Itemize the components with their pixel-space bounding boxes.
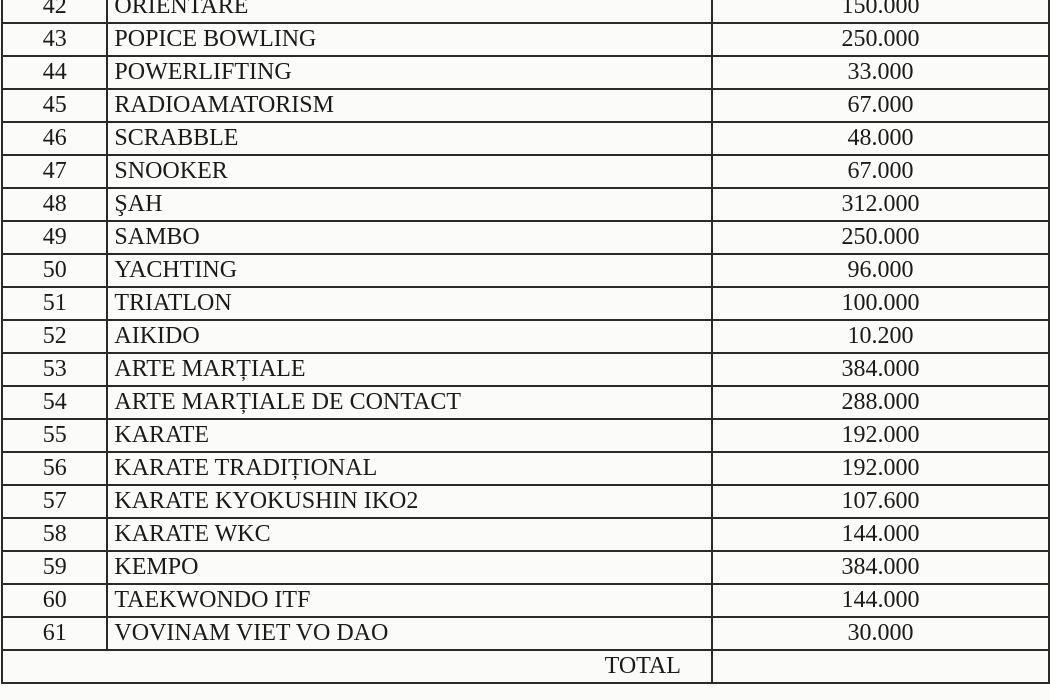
amount: 10.200 <box>710 319 1050 354</box>
row-number: 43 <box>0 22 109 57</box>
row-number: 47 <box>0 154 109 189</box>
total-blank <box>0 649 108 684</box>
amount: 30.000 <box>710 616 1050 651</box>
total-label: TOTAL <box>107 649 713 684</box>
row-number: 52 <box>0 319 109 354</box>
table-row: 47 SNOOKER 67.000 <box>0 154 1050 189</box>
amount: 144.000 <box>710 583 1050 618</box>
sport-name: TAEKWONDO ITF <box>106 583 713 618</box>
total-amount <box>710 649 1050 684</box>
sport-name: POWERLIFTING <box>106 55 713 90</box>
amount: 384.000 <box>710 550 1050 585</box>
sport-name: SAMBO <box>106 220 713 255</box>
sport-name: KARATE TRADIȚIONAL <box>106 451 713 486</box>
sport-name: ARTE MARȚIALE <box>106 352 713 387</box>
amount: 48.000 <box>710 121 1050 156</box>
table-row: 44 POWERLIFTING 33.000 <box>0 55 1050 90</box>
amount: 33.000 <box>710 55 1050 90</box>
table-row: 51 TRIATLON 100.000 <box>0 286 1050 321</box>
sport-name: KEMPO <box>106 550 713 585</box>
table-row: 56 KARATE TRADIȚIONAL 192.000 <box>0 451 1050 486</box>
table-row: 60 TAEKWONDO ITF 144.000 <box>0 583 1050 618</box>
row-number: 50 <box>0 253 109 288</box>
row-number: 57 <box>0 484 109 519</box>
table-row: 54 ARTE MARȚIALE DE CONTACT 288.000 <box>0 385 1050 420</box>
amount: 67.000 <box>710 88 1050 123</box>
sport-name: AIKIDO <box>106 319 713 354</box>
row-number: 61 <box>0 616 109 651</box>
row-number: 46 <box>0 121 109 156</box>
row-number: 53 <box>0 352 109 387</box>
amount: 250.000 <box>710 22 1050 57</box>
sport-name: TRIATLON <box>106 286 713 321</box>
amount: 107.600 <box>710 484 1050 519</box>
sport-name: ARTE MARȚIALE DE CONTACT <box>106 385 713 420</box>
row-number: 45 <box>0 88 109 123</box>
table-row: 61 VOVINAM VIET VO DAO 30.000 <box>0 616 1050 651</box>
table-row: 55 KARATE 192.000 <box>0 418 1050 453</box>
amount: 67.000 <box>710 154 1050 189</box>
sport-name: ŞAH <box>106 187 713 222</box>
row-number: 42 <box>0 0 109 24</box>
sport-name: SCRABBLE <box>106 121 713 156</box>
amount: 150.000 <box>710 0 1050 24</box>
row-number: 56 <box>0 451 109 486</box>
row-number: 54 <box>0 385 109 420</box>
sport-name: POPICE BOWLING <box>106 22 713 57</box>
table-row: 43 POPICE BOWLING 250.000 <box>0 22 1050 57</box>
table-row: 48 ŞAH 312.000 <box>0 187 1050 222</box>
table-row: 45 RADIOAMATORISM 67.000 <box>0 88 1050 123</box>
table-row: 58 KARATE WKC 144.000 <box>0 517 1050 552</box>
row-number: 58 <box>0 517 109 552</box>
amount: 144.000 <box>710 517 1050 552</box>
table-row: 57 KARATE KYOKUSHIN IKO2 107.600 <box>0 484 1050 519</box>
row-number: 49 <box>0 220 109 255</box>
amount: 96.000 <box>710 253 1050 288</box>
sport-name: ORIENTARE <box>106 0 713 24</box>
sport-name: KARATE WKC <box>106 517 713 552</box>
sport-name: VOVINAM VIET VO DAO <box>106 616 713 651</box>
table-row: 49 SAMBO 250.000 <box>0 220 1050 255</box>
sport-name: KARATE KYOKUSHIN IKO2 <box>106 484 713 519</box>
amount: 288.000 <box>710 385 1050 420</box>
row-number: 48 <box>0 187 109 222</box>
row-number: 44 <box>0 55 109 90</box>
row-number: 59 <box>0 550 109 585</box>
table-row: 52 AIKIDO 10.200 <box>0 319 1050 354</box>
sport-name: YACHTING <box>106 253 713 288</box>
table-row: 50 YACHTING 96.000 <box>0 253 1050 288</box>
row-number: 60 <box>0 583 109 618</box>
table-row: 53 ARTE MARȚIALE 384.000 <box>0 352 1050 387</box>
amount: 192.000 <box>710 418 1050 453</box>
row-number: 51 <box>0 286 109 321</box>
row-number: 55 <box>0 418 109 453</box>
total-row: TOTAL <box>0 649 1050 684</box>
sport-name: RADIOAMATORISM <box>106 88 713 123</box>
sports-budget-table: 42 ORIENTARE 150.000 43 POPICE BOWLING 250.00… <box>0 0 1050 684</box>
sport-name: KARATE <box>106 418 713 453</box>
amount: 312.000 <box>710 187 1050 222</box>
amount: 100.000 <box>710 286 1050 321</box>
sport-name: SNOOKER <box>106 154 713 189</box>
table-row: 42 ORIENTARE 150.000 <box>0 0 1050 24</box>
amount: 192.000 <box>710 451 1050 486</box>
amount: 384.000 <box>710 352 1050 387</box>
table-row: 46 SCRABBLE 48.000 <box>0 121 1050 156</box>
amount: 250.000 <box>710 220 1050 255</box>
table-row: 59 KEMPO 384.000 <box>0 550 1050 585</box>
